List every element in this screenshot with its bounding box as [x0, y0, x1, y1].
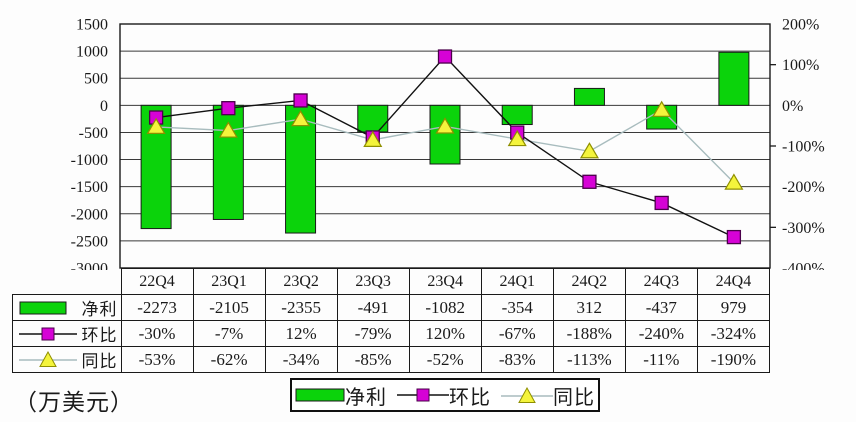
net-profit-bar [285, 104, 317, 234]
yoy-marker [435, 117, 455, 134]
table-cell: -2273 [120, 294, 194, 321]
left-axis-tick-label: -1000 [71, 152, 108, 169]
table-corner-cell [13, 269, 122, 295]
table-cell: 979 [696, 294, 771, 321]
table-cell: -53% [120, 346, 194, 373]
right-axis-tick-label: -300% [782, 220, 825, 237]
table-cell: -1082 [408, 294, 482, 321]
table-column-header: 24Q4 [696, 268, 771, 295]
yoy-marker [146, 117, 166, 134]
left-axis-tick-label: -2000 [71, 206, 108, 223]
right-axis-tick-label: 0% [782, 98, 803, 115]
table-column-header: 24Q3 [624, 268, 698, 295]
row-label-net-profit: 净利 [12, 294, 122, 321]
table-column-header: 23Q1 [192, 268, 266, 295]
right-axis-tick-label: -400% [782, 261, 825, 271]
qoq-square-icon [19, 326, 77, 342]
legend-item-yoy: 同比 [501, 381, 595, 410]
left-axis-tick-label: 1500 [76, 17, 108, 34]
table-cell: -30% [120, 320, 194, 347]
yoy-marker [507, 129, 527, 147]
right-axis-tick-label: -100% [782, 139, 825, 156]
table-row-yoy: 同比 -53% -62% -34% -85% -52% -83% -113% -11% -190% [12, 346, 771, 373]
table-cell: -2105 [192, 294, 266, 321]
yoy-triangle-icon [501, 386, 553, 404]
table-column-header: 24Q2 [552, 268, 626, 295]
table-cell: -83% [480, 346, 554, 373]
table-cell: -67% [480, 320, 554, 347]
qoq-marker [437, 49, 453, 64]
net-profit-bar [357, 104, 389, 133]
qoq-marker [221, 101, 236, 116]
table-cell: 120% [408, 320, 482, 347]
qoq-marker [654, 195, 669, 211]
yoy-marker [363, 130, 383, 147]
table-column-header: 23Q4 [408, 268, 482, 295]
yoy-triangle-icon [19, 351, 77, 368]
table-column-header: 24Q1 [480, 268, 554, 295]
yoy-marker [579, 142, 599, 159]
table-cell: -240% [624, 320, 698, 347]
qoq-marker [726, 229, 742, 245]
row-label-yoy: 同比 [12, 346, 122, 373]
table-row-net-profit: 净利 -2273 -2105 -2355 -491 -1082 -354 312 -437 979 [12, 294, 771, 321]
left-axis-tick-label: 0 [100, 98, 108, 115]
table-cell: -34% [264, 346, 338, 373]
right-axis-tick-label: -200% [782, 179, 825, 196]
row-label-qoq: 环比 [12, 320, 122, 347]
table-cell: -79% [336, 320, 410, 347]
yoy-marker [652, 100, 672, 117]
net-profit-bar [429, 104, 461, 165]
qoq-marker [293, 93, 308, 108]
table-column-header: 22Q4 [120, 268, 194, 295]
legend-label: 同比 [553, 386, 595, 409]
legend-item-qoq: 环比 [397, 381, 491, 410]
table-cell: -7% [192, 320, 266, 347]
table-header-row: 22Q4 23Q1 23Q2 23Q3 23Q4 24Q1 24Q2 24Q3 24Q4 [13, 268, 771, 295]
table-cell: -190% [696, 346, 771, 373]
table-row-qoq: 环比 -30% -7% 12% -79% 120% -67% -188% -240% -324% [12, 320, 771, 347]
combo-chart: 1500 1000 500 0 -500 -1000 -1500 -2000 -2500 -300… [71, 17, 825, 271]
left-axis-tick-label: -2500 [71, 233, 108, 250]
unit-label: （万美元） [14, 390, 134, 415]
qoq-square-icon [397, 387, 449, 403]
yoy-marker [724, 173, 744, 190]
table-column-header: 23Q3 [336, 268, 410, 295]
table-cell: -11% [624, 346, 698, 373]
net-profit-bar-icon [295, 387, 345, 403]
table-cell: -85% [336, 346, 410, 373]
table-cell: -62% [192, 346, 266, 373]
yoy-marker [291, 109, 311, 127]
right-axis-tick-label: 200% [782, 17, 819, 34]
table-cell: 312 [552, 294, 626, 321]
left-axis-tick-label: -500 [79, 125, 108, 142]
qoq-marker [582, 174, 597, 189]
net-profit-bar-icon [19, 300, 67, 316]
left-axis-tick-label: -1500 [71, 179, 108, 196]
left-axis-tick-label: 500 [84, 71, 108, 88]
table-cell: -188% [552, 320, 626, 347]
net-profit-bar [718, 51, 750, 106]
table-cell: -437 [624, 294, 698, 321]
table-cell: -324% [696, 320, 771, 347]
table-column-header: 23Q2 [264, 268, 338, 295]
net-profit-bar [573, 87, 605, 106]
right-axis-tick-label: 100% [782, 57, 819, 74]
table-cell: 12% [264, 320, 338, 347]
table-cell: -52% [408, 346, 482, 373]
table-cell: -113% [552, 346, 626, 373]
table-cell: -491 [336, 294, 410, 321]
legend-label: 净利 [345, 386, 387, 409]
chart-legend: 净利 环比 同比 [290, 378, 600, 412]
yoy-marker [218, 121, 238, 138]
legend-item-net-profit: 净利 [295, 381, 387, 410]
table-cell: -2355 [264, 294, 338, 321]
left-axis-tick-label: 1000 [76, 44, 108, 61]
legend-label: 环比 [449, 386, 491, 409]
table-cell: -354 [480, 294, 554, 321]
chart-data-table: 22Q4 23Q1 23Q2 23Q3 23Q4 24Q1 24Q2 24Q3 24Q4 净利 -2… [12, 268, 771, 373]
left-axis-tick-label: -3000 [71, 261, 108, 271]
net-profit-bar [501, 104, 533, 126]
